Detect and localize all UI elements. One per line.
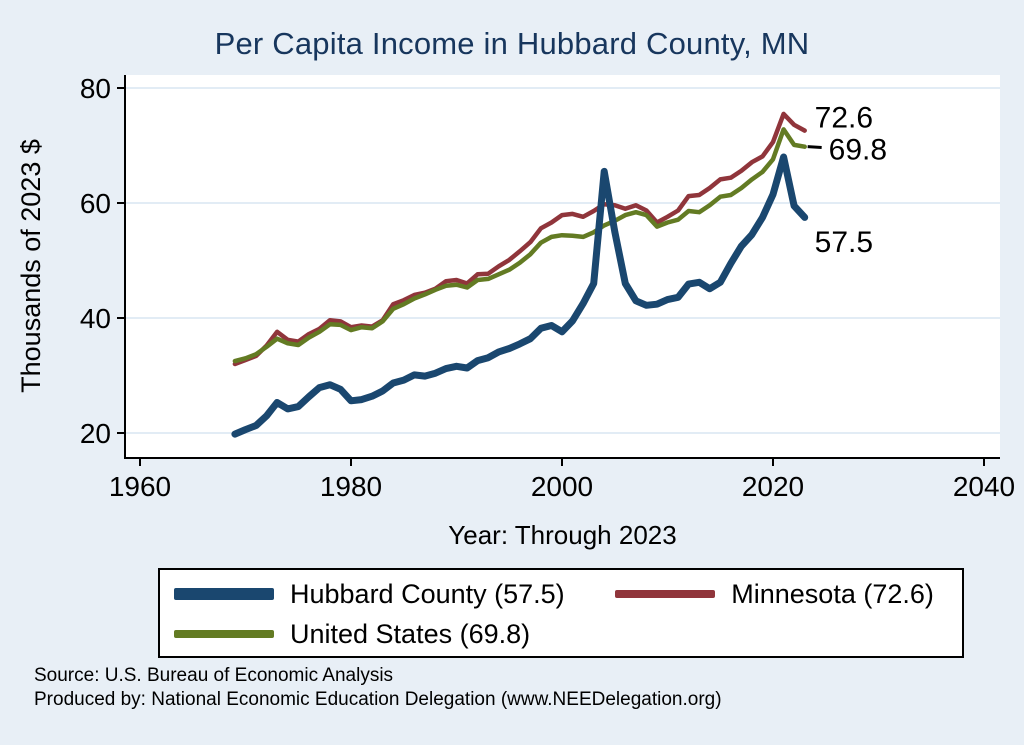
svg-text:20: 20 bbox=[80, 418, 111, 449]
svg-text:Year: Through 2023: Year: Through 2023 bbox=[448, 520, 676, 550]
svg-text:80: 80 bbox=[80, 73, 111, 104]
legend-item-hubbard-county: Hubbard County (57.5) bbox=[174, 579, 615, 610]
legend-item-united-states: United States (69.8) bbox=[174, 619, 615, 650]
legend-swatch-hubbard-county bbox=[174, 588, 274, 600]
legend-swatch-minnesota bbox=[615, 590, 716, 598]
legend: Hubbard County (57.5) Minnesota (72.6) U… bbox=[158, 568, 964, 658]
legend-item-minnesota: Minnesota (72.6) bbox=[615, 579, 962, 610]
svg-text:Thousands of 2023 $: Thousands of 2023 $ bbox=[16, 139, 46, 393]
svg-text:72.6: 72.6 bbox=[815, 101, 873, 134]
svg-text:40: 40 bbox=[80, 303, 111, 334]
legend-label-hubbard-county: Hubbard County (57.5) bbox=[290, 578, 565, 609]
source-notes: Source: U.S. Bureau of Economic Analysis… bbox=[34, 664, 994, 712]
svg-text:57.5: 57.5 bbox=[815, 226, 873, 259]
legend-label-minnesota: Minnesota (72.6) bbox=[731, 578, 934, 609]
svg-text:2040: 2040 bbox=[953, 471, 1015, 502]
svg-text:1980: 1980 bbox=[320, 471, 382, 502]
svg-text:69.8: 69.8 bbox=[829, 134, 887, 167]
svg-text:60: 60 bbox=[80, 188, 111, 219]
svg-text:2020: 2020 bbox=[742, 471, 804, 502]
chart-title: Per Capita Income in Hubbard County, MN bbox=[214, 26, 810, 61]
svg-text:2000: 2000 bbox=[531, 471, 593, 502]
legend-swatch-united-states bbox=[174, 630, 274, 638]
source-line: Source: U.S. Bureau of Economic Analysis bbox=[34, 665, 394, 686]
produced-by-line: Produced by: National Economic Education… bbox=[34, 689, 722, 710]
legend-label-united-states: United States (69.8) bbox=[290, 618, 531, 649]
svg-text:1960: 1960 bbox=[109, 471, 171, 502]
